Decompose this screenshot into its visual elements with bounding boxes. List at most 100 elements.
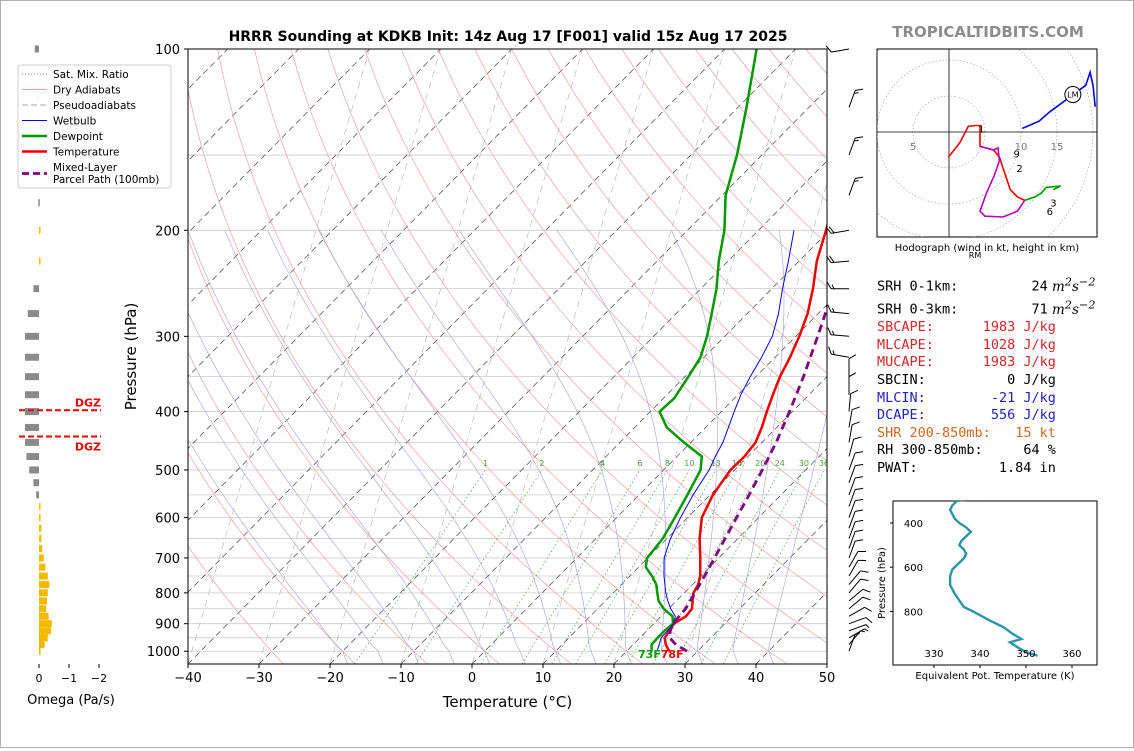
hodograph-height-label: 3: [1050, 199, 1056, 210]
wind-barb: [826, 255, 850, 264]
trace-dewpoint: [644, 49, 758, 652]
legend-label: Temperature: [52, 147, 120, 159]
hodograph-height-label: 1: [978, 124, 984, 135]
param-row: RH 300-850mb: 64 %: [877, 442, 1096, 460]
wind-barbs: [825, 45, 873, 652]
param-row: SBCAPE: 1983 J/kg: [877, 319, 1096, 337]
param-label: SRH 0-1km:: [877, 278, 959, 295]
left-mover-marker: [1064, 86, 1082, 104]
wind-barb: [848, 509, 864, 529]
x-tick-label: 40: [748, 671, 765, 686]
pseudoadiabat: [188, 379, 384, 664]
omega-bar: [34, 45, 39, 53]
legend-label-line: Dewpoint: [53, 131, 103, 143]
omega-bar: [39, 544, 43, 552]
skewt-traces: [644, 49, 827, 653]
isotherm-line: [329, 160, 827, 664]
mixing-ratio-label: 1: [483, 459, 488, 468]
dgz-label: DGZ: [75, 396, 101, 409]
pseudoadiabat-dashed: [188, 49, 370, 664]
param-row: PWAT: 1.84 in: [877, 460, 1096, 478]
hodograph-tick-label: 5: [910, 142, 916, 153]
isotherm-line: [188, 49, 370, 234]
omega-bar: [25, 408, 39, 416]
barb-flag: [855, 539, 864, 542]
dry-adiabat: [511, 49, 827, 418]
omega-bar: [25, 332, 39, 340]
parameter-table: SRH 0-1km: 24 m2s−2 SRH 0-3km: 71 m2s−2 SB…: [877, 273, 1096, 478]
legend-label-line: Wetbulb: [53, 116, 97, 128]
param-label: MLCIN:: [877, 389, 926, 406]
param-value: 0 J/kg: [1007, 371, 1056, 388]
legend-label: Dry Adiabats: [53, 85, 121, 97]
hodograph-frame: [876, 48, 1098, 238]
barb-flag: [853, 436, 862, 440]
barb-staff: [848, 489, 856, 507]
pseudoadiabat-dashed: [329, 49, 512, 664]
x-tick-label: 0: [468, 671, 476, 686]
mixing-ratio-label: 6: [637, 459, 642, 468]
y-tick-label: 300: [155, 330, 180, 345]
barb-staff: [831, 48, 850, 53]
y-tick-label: 500: [155, 464, 180, 479]
mixing-ratio-line: [551, 469, 668, 664]
omega-bar: [29, 466, 39, 474]
hodograph-trace: [979, 145, 1026, 218]
barb-flag: [828, 226, 835, 234]
hodograph-title: Hodograph (wind in kt, height in km): [895, 243, 1080, 254]
dry-adiabat: [437, 49, 827, 506]
legend-label: Sat. Mix. Ratio: [53, 69, 129, 81]
omega-bar: [39, 554, 44, 562]
y-tick-label: 700: [155, 552, 180, 567]
barb-staff: [848, 588, 864, 602]
omega-tick-label: −2: [91, 672, 107, 685]
skewt-axes: −40 −30 −20 −10 0 10 20 30 40 50 100 200 300 400 500 60…: [122, 43, 835, 711]
barb-staff: [848, 617, 867, 625]
dry-adiabat: [188, 545, 284, 664]
wind-barb: [848, 519, 864, 539]
hodograph-height-label: 6: [1047, 207, 1053, 218]
mixing-ratio-line: [575, 469, 690, 664]
legend-label-line: Mixed-Layer: [53, 162, 118, 174]
wind-barb: [848, 617, 873, 625]
param-value: 71: [1031, 301, 1048, 318]
mixing-ratio-line: [653, 469, 761, 664]
legend-label-line: Dry Adiabats: [53, 85, 121, 97]
param-row: MLCAPE: 1028 J/kg: [877, 337, 1096, 355]
isotherm-line: [188, 49, 299, 162]
barb-staff: [848, 630, 861, 645]
theta-e-y-tick-label: 400: [904, 519, 923, 530]
omega-tick-label: 0: [36, 672, 43, 685]
hodograph-tick-label: 10: [1015, 142, 1028, 153]
isotherm-line: [542, 376, 827, 664]
y-tick-label: 800: [155, 587, 180, 602]
theta-e-trace: [948, 501, 1038, 657]
pseudoadiabat: [318, 230, 562, 664]
theta-e-x-tick-label: 340: [970, 649, 989, 660]
legend-label: Wetbulb: [53, 116, 97, 128]
barb-half-flag: [854, 139, 859, 142]
pseudoadiabat: [458, 230, 633, 664]
barb-staff: [848, 465, 856, 483]
y-tick-label: 900: [155, 618, 180, 633]
wind-barb: [848, 88, 864, 108]
pseudoadiabat: [224, 230, 491, 664]
barb-flag: [855, 463, 864, 467]
barb-flag: [857, 559, 867, 561]
barb-staff: [831, 229, 850, 234]
wind-barb: [848, 421, 860, 443]
omega-bar: [25, 373, 39, 381]
barb-flag: [855, 476, 864, 479]
omega-bar: [26, 453, 39, 461]
barb-staff: [848, 452, 856, 471]
barb-flag: [855, 519, 864, 523]
x-tick-label: 20: [606, 671, 623, 686]
barb-flag: [827, 304, 832, 313]
param-value: 556 J/kg: [990, 407, 1056, 424]
barb-flag: [825, 45, 832, 53]
barb-staff: [848, 424, 853, 443]
barb-flag: [860, 570, 869, 573]
omega-bar: [39, 647, 41, 655]
barb-flag: [862, 596, 871, 601]
param-label: DCAPE:: [877, 407, 926, 424]
